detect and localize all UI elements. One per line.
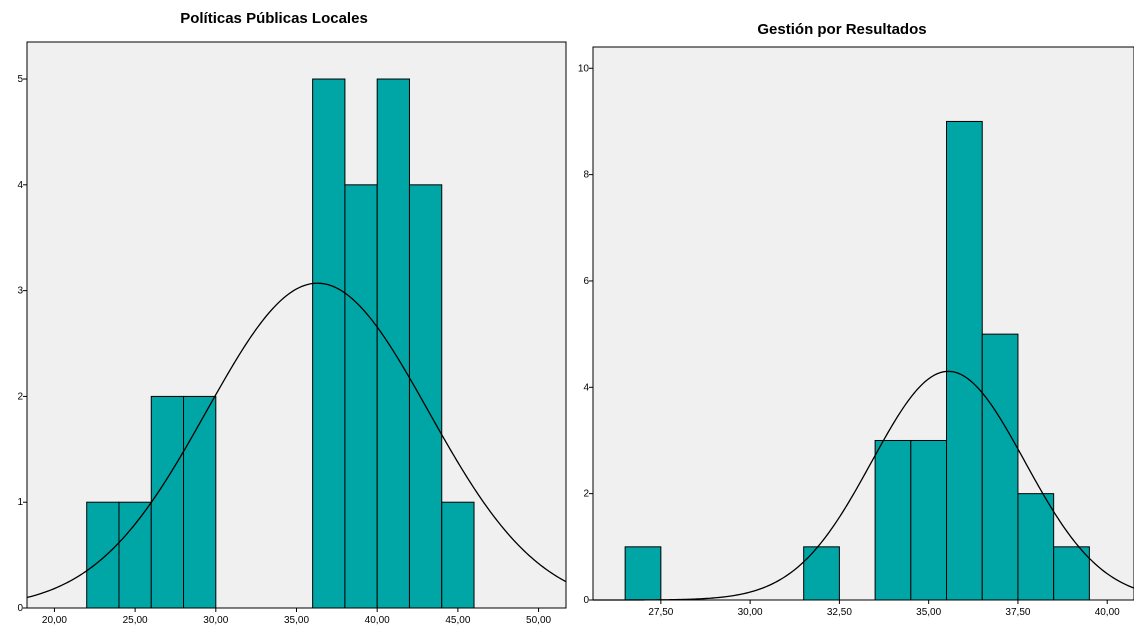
y-tick-label: 2 bbox=[17, 391, 23, 402]
histogram-bar bbox=[946, 120, 983, 601]
x-tick-label: 32,50 bbox=[827, 607, 852, 618]
y-tick-label: 2 bbox=[583, 489, 589, 500]
histogram-bar bbox=[376, 78, 410, 609]
histogram-bar bbox=[183, 395, 217, 609]
chart-title: Políticas Públicas Locales bbox=[180, 10, 368, 27]
normal-curve bbox=[592, 370, 1134, 601]
x-tick-label: 35,00 bbox=[916, 607, 941, 618]
y-tick-label: 3 bbox=[17, 286, 23, 297]
histogram-svg: Gestión por Resultados 0 2 4 6 8 10 27,50 30,00 3… bbox=[578, 21, 1134, 618]
x-tick-label: 30,00 bbox=[203, 615, 228, 626]
y-tick-label: 1 bbox=[17, 497, 23, 508]
histogram-bar bbox=[312, 78, 346, 609]
histogram-bar bbox=[150, 395, 185, 609]
chart-title: Gestión por Resultados bbox=[757, 21, 926, 38]
histogram-svg: Políticas Públicas Locales 0 1 2 3 4 5 20,00 25,… bbox=[17, 10, 567, 626]
x-tick-label: 27,50 bbox=[648, 607, 673, 618]
histogram-bar bbox=[1017, 493, 1055, 601]
x-tick-label: 30,00 bbox=[738, 607, 763, 618]
histogram-bar bbox=[86, 501, 120, 609]
histogram-bar bbox=[981, 333, 1019, 601]
histogram-bar bbox=[624, 546, 662, 601]
y-tick-label: 4 bbox=[17, 180, 23, 191]
histogram-bar bbox=[910, 439, 948, 601]
histogram-bar bbox=[408, 184, 443, 609]
x-tick-label: 50,00 bbox=[526, 615, 551, 626]
y-tick-label: 8 bbox=[583, 170, 589, 181]
histogram-bar bbox=[118, 501, 152, 609]
x-tick-label: 20,00 bbox=[42, 615, 67, 626]
x-tick-label: 40,00 bbox=[1095, 607, 1120, 618]
x-tick-label: 37,50 bbox=[1005, 607, 1030, 618]
y-tick-label: 0 bbox=[583, 595, 589, 606]
y-tick-label: 10 bbox=[578, 63, 590, 74]
x-tick-label: 25,00 bbox=[123, 615, 148, 626]
histogram-bar bbox=[1053, 546, 1090, 601]
histogram-bar bbox=[344, 184, 378, 609]
histogram-bar bbox=[441, 501, 475, 609]
y-tick-label: 5 bbox=[17, 74, 23, 85]
normal-curve bbox=[26, 282, 567, 599]
y-tick-label: 6 bbox=[583, 276, 589, 287]
y-tick-label: 4 bbox=[583, 382, 589, 393]
x-tick-label: 45,00 bbox=[445, 615, 470, 626]
histogram-politicas-publicas-locales: Políticas Públicas Locales 0 1 2 3 4 5 20,00 25,… bbox=[0, 0, 567, 635]
histogram-bar bbox=[874, 439, 912, 601]
x-tick-label: 35,00 bbox=[284, 615, 309, 626]
histogram-bar bbox=[803, 546, 840, 601]
y-tick-label: 0 bbox=[17, 603, 23, 614]
histogram-gestion-por-resultados: Gestión por Resultados 0 2 4 6 8 10 27,50 30,00 3… bbox=[568, 0, 1134, 635]
x-tick-label: 40,00 bbox=[365, 615, 390, 626]
